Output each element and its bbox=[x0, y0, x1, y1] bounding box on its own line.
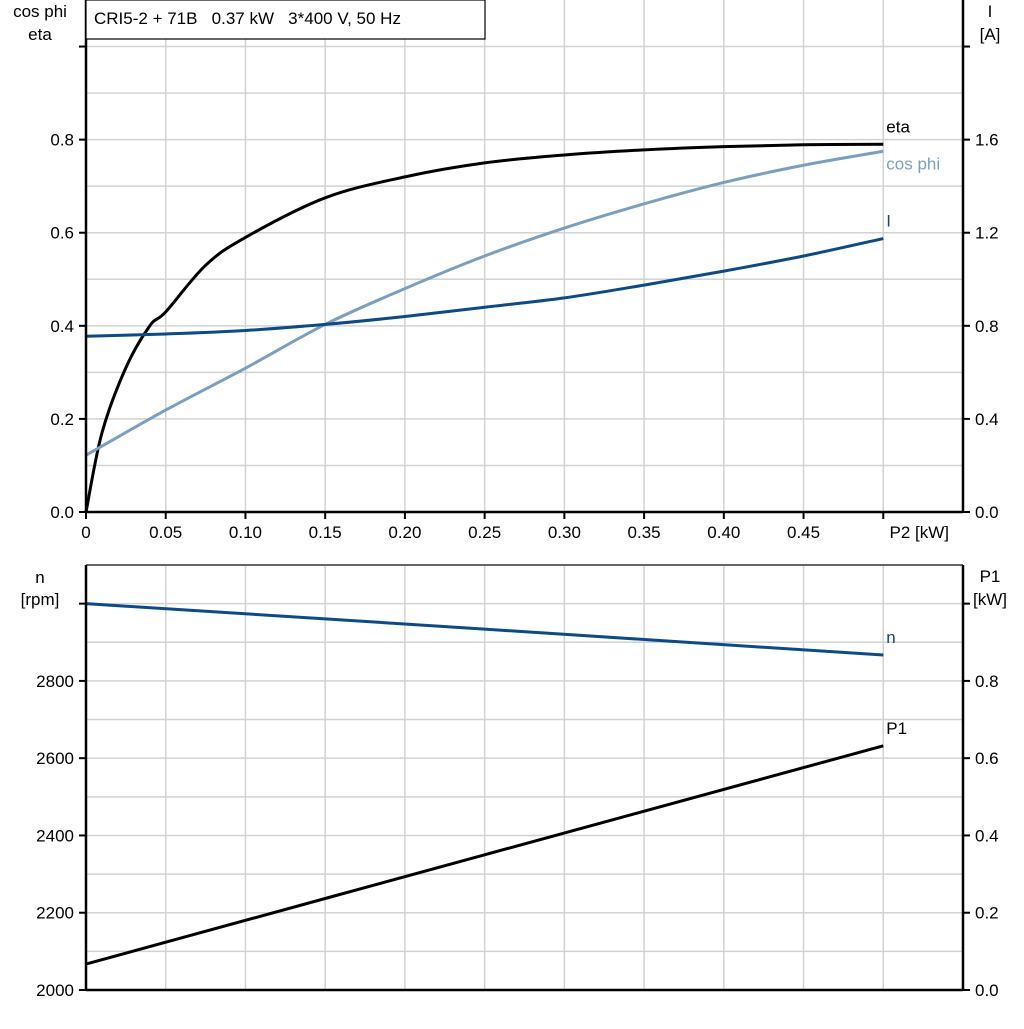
right-axis-title: P1 bbox=[980, 567, 1001, 586]
series-label-eta: eta bbox=[886, 117, 910, 136]
right-axis-title: [A] bbox=[980, 25, 1001, 44]
left-axis-tick-label: 2600 bbox=[36, 749, 74, 768]
chart-title: CRI5-2 + 71B 0.37 kW 3*400 V, 50 Hz bbox=[94, 9, 401, 28]
x-axis-tick-label: 0.20 bbox=[388, 523, 421, 542]
x-axis-tick-label: 0 bbox=[81, 523, 90, 542]
x-axis-tick-label: 0.05 bbox=[149, 523, 182, 542]
x-axis-tick-label: 0.10 bbox=[229, 523, 262, 542]
series-label-cos-phi: cos phi bbox=[886, 154, 940, 173]
left-axis-title: cos phi bbox=[13, 2, 67, 21]
left-axis-title: [rpm] bbox=[21, 590, 60, 609]
left-axis-title: eta bbox=[28, 25, 52, 44]
right-axis-tick-label: 0.4 bbox=[975, 826, 999, 845]
series-label-p1: P1 bbox=[886, 719, 907, 738]
series-line-p1 bbox=[85, 744, 884, 966]
right-axis-tick-label: 0.0 bbox=[975, 503, 999, 522]
series-line-cos-phi bbox=[85, 149, 884, 457]
x-axis-title: P2 [kW] bbox=[890, 523, 950, 542]
x-axis-tick-label: 0.30 bbox=[548, 523, 581, 542]
x-axis-tick-label: 0.40 bbox=[707, 523, 740, 542]
series-label-n: n bbox=[886, 628, 895, 647]
left-axis-tick-label: 2400 bbox=[36, 826, 74, 845]
left-axis-tick-label: 0.8 bbox=[50, 131, 74, 150]
right-axis-title: I bbox=[988, 2, 993, 21]
left-axis-tick-label: 2800 bbox=[36, 672, 74, 691]
left-axis-title: n bbox=[35, 568, 44, 587]
right-axis-tick-label: 0.0 bbox=[975, 981, 999, 1000]
left-axis-tick-label: 0.2 bbox=[50, 410, 74, 429]
right-axis-tick-label: 0.8 bbox=[975, 672, 999, 691]
x-axis-tick-label: 0.15 bbox=[309, 523, 342, 542]
left-axis-tick-label: 2200 bbox=[36, 904, 74, 923]
right-axis-tick-label: 0.6 bbox=[975, 749, 999, 768]
left-axis-tick-label: 0.6 bbox=[50, 224, 74, 243]
left-axis-tick-label: 0.0 bbox=[50, 503, 74, 522]
right-axis-tick-label: 0.4 bbox=[975, 410, 999, 429]
x-axis-tick-label: 0.45 bbox=[787, 523, 820, 542]
series-label-i: I bbox=[886, 212, 891, 231]
left-axis-tick-label: 2000 bbox=[36, 981, 74, 1000]
series-line-i bbox=[85, 237, 884, 338]
left-axis-tick-label: 0.4 bbox=[50, 317, 74, 336]
right-axis-tick-label: 1.2 bbox=[975, 224, 999, 243]
right-axis-tick-label: 0.8 bbox=[975, 317, 999, 336]
series-line-n bbox=[85, 602, 884, 657]
title-box bbox=[85, 0, 486, 40]
x-axis-tick-label: 0.35 bbox=[628, 523, 661, 542]
right-axis-tick-label: 0.2 bbox=[975, 904, 999, 923]
series-line-eta bbox=[84, 142, 884, 513]
x-axis-tick-label: 0.25 bbox=[468, 523, 501, 542]
right-axis-tick-label: 1.6 bbox=[975, 131, 999, 150]
right-axis-title: [kW] bbox=[973, 590, 1007, 609]
